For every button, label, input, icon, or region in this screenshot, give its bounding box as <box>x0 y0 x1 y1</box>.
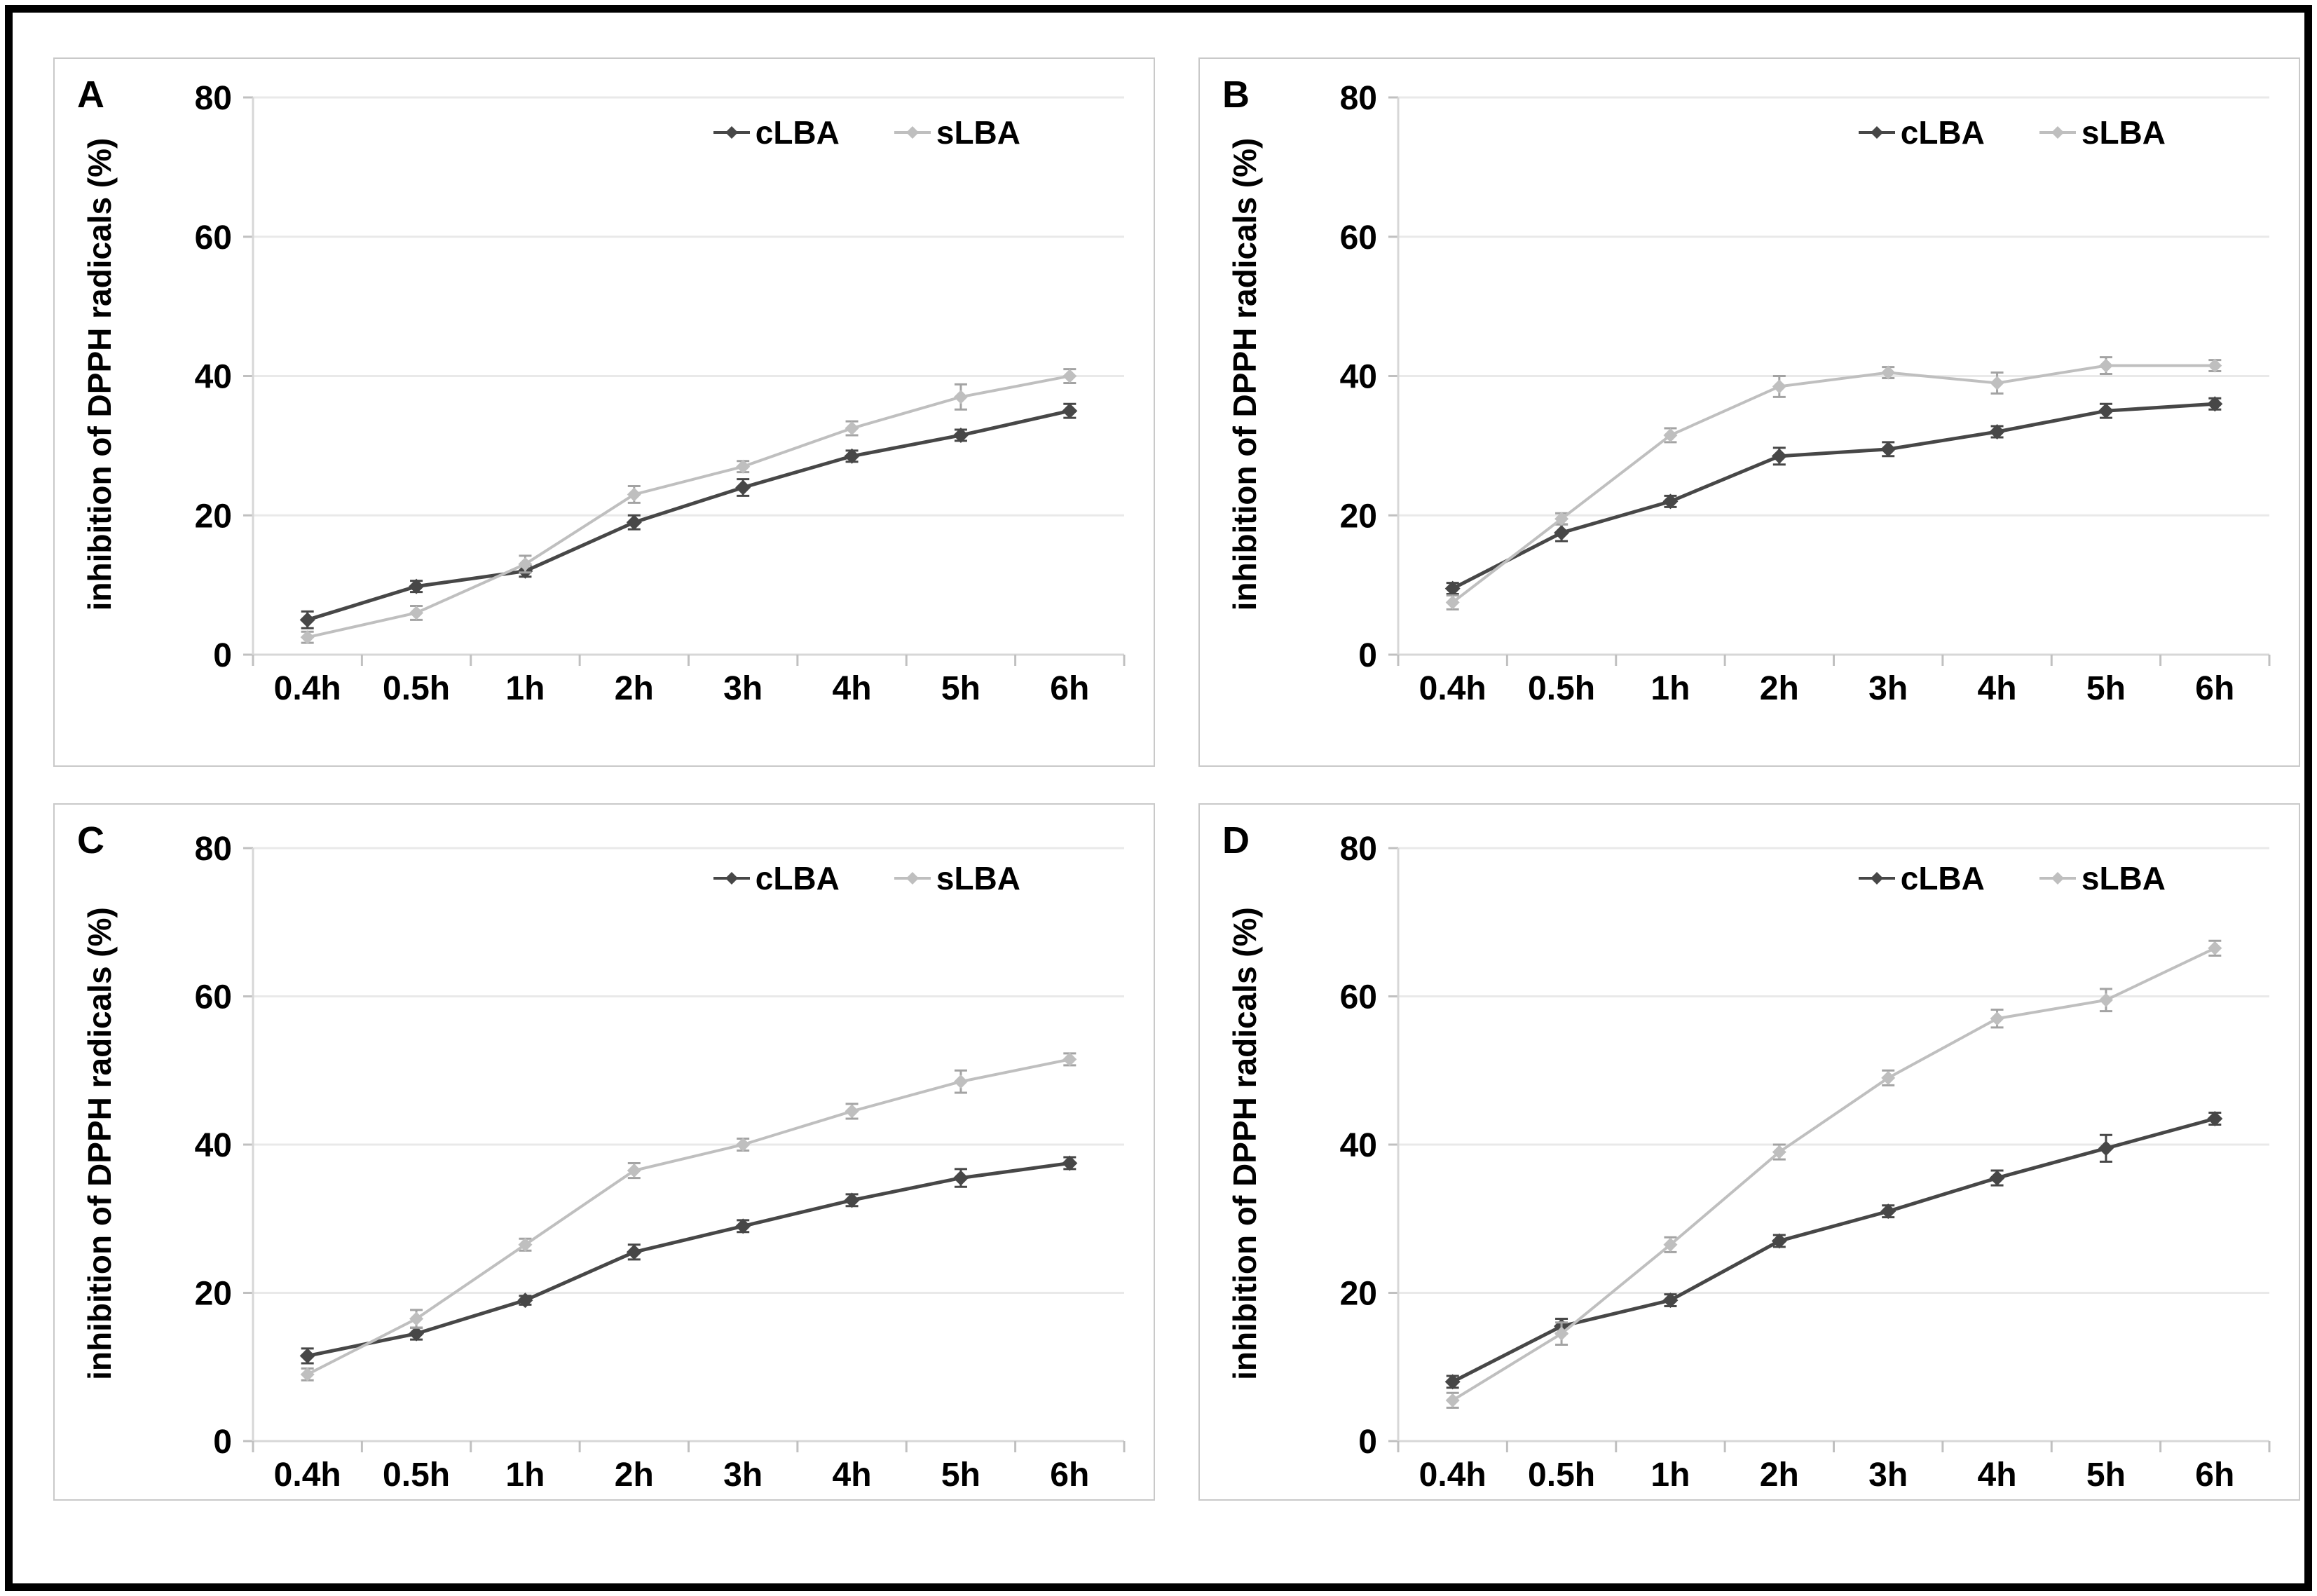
plot-area: 0 20 40 60 80 0.4h 0.5h 1h 2h 3h 4h 5h 6h <box>195 831 1126 1494</box>
panel-label-b: B <box>1222 74 1250 116</box>
svg-text:1h: 1h <box>505 1457 545 1494</box>
svg-text:40: 40 <box>1340 1127 1377 1164</box>
svg-text:0: 0 <box>1358 637 1377 674</box>
plot-area: 0 20 40 60 80 0.4h 0.5h 1h 2h 3h 4h 5h 6h <box>195 80 1126 707</box>
panel-label-d: D <box>1222 819 1250 861</box>
svg-text:0: 0 <box>213 637 232 674</box>
svg-text:5h: 5h <box>941 1457 980 1494</box>
legend: cLBA sLBA <box>1857 114 2166 151</box>
svg-text:60: 60 <box>195 979 232 1016</box>
legend-item-slba: sLBA <box>2038 859 2166 897</box>
panel-c: C inhibition of DPPH radicals (%) cLBA s… <box>53 803 1155 1501</box>
plot-area: 0 20 40 60 80 0.4h 0.5h 1h 2h 3h 4h 5h 6h <box>1340 831 2271 1494</box>
svg-text:0.5h: 0.5h <box>383 670 450 707</box>
slba-marker-icon <box>894 126 931 139</box>
svg-text:40: 40 <box>1340 359 1377 396</box>
svg-text:80: 80 <box>195 80 232 117</box>
slba-marker-icon <box>894 872 931 885</box>
svg-text:2h: 2h <box>615 670 654 707</box>
svg-text:6h: 6h <box>2195 670 2234 707</box>
svg-text:0.5h: 0.5h <box>1528 670 1595 707</box>
svg-text:1h: 1h <box>505 670 545 707</box>
panel-b: B inhibition of DPPH radicals (%) cLBA s… <box>1198 57 2300 767</box>
svg-text:20: 20 <box>195 1276 232 1313</box>
legend-item-clba: cLBA <box>1857 859 1985 897</box>
svg-text:3h: 3h <box>723 1457 763 1494</box>
panel-a: A inhibition of DPPH radicals (%) cLBA s… <box>53 57 1155 767</box>
svg-text:6h: 6h <box>1050 670 1089 707</box>
svg-text:80: 80 <box>195 831 232 868</box>
panel-label-c: C <box>77 819 104 861</box>
svg-text:60: 60 <box>1340 219 1377 257</box>
clba-marker-icon <box>1858 126 1895 139</box>
svg-text:3h: 3h <box>723 670 763 707</box>
svg-text:2h: 2h <box>615 1457 654 1494</box>
svg-text:4h: 4h <box>1978 670 2017 707</box>
svg-text:0.4h: 0.4h <box>274 670 341 707</box>
svg-text:0.5h: 0.5h <box>383 1457 450 1494</box>
legend-label: cLBA <box>1900 114 1985 151</box>
svg-text:80: 80 <box>1340 80 1377 117</box>
figure-border: A inhibition of DPPH radicals (%) cLBA s… <box>5 5 2312 1591</box>
svg-text:2h: 2h <box>1760 670 1799 707</box>
legend-item-slba: sLBA <box>893 859 1020 897</box>
svg-text:5h: 5h <box>2086 670 2126 707</box>
svg-text:60: 60 <box>195 219 232 257</box>
legend: cLBA sLBA <box>712 114 1020 151</box>
legend-label: sLBA <box>2081 114 2166 151</box>
svg-text:0.5h: 0.5h <box>1528 1457 1595 1494</box>
clba-marker-icon <box>713 126 750 139</box>
svg-text:20: 20 <box>195 498 232 535</box>
legend: cLBA sLBA <box>712 859 1020 897</box>
legend-label: cLBA <box>755 860 840 896</box>
svg-text:0: 0 <box>213 1424 232 1461</box>
svg-text:60: 60 <box>1340 979 1377 1016</box>
legend-item-slba: sLBA <box>893 114 1020 151</box>
plot-area: 0 20 40 60 80 0.4h 0.5h 1h 2h 3h 4h 5h 6h <box>1340 80 2271 707</box>
svg-text:3h: 3h <box>1868 670 1908 707</box>
svg-text:40: 40 <box>195 359 232 396</box>
panel-grid: A inhibition of DPPH radicals (%) cLBA s… <box>13 13 2304 1501</box>
legend-item-clba: cLBA <box>712 859 840 897</box>
svg-text:20: 20 <box>1340 1276 1377 1313</box>
svg-text:4h: 4h <box>833 1457 872 1494</box>
svg-text:5h: 5h <box>941 670 980 707</box>
clba-marker-icon <box>713 872 750 885</box>
svg-text:0.4h: 0.4h <box>274 1457 341 1494</box>
svg-text:0.4h: 0.4h <box>1419 670 1486 707</box>
legend-label: cLBA <box>755 114 840 151</box>
svg-text:0: 0 <box>1358 1424 1377 1461</box>
svg-text:2h: 2h <box>1760 1457 1799 1494</box>
svg-text:6h: 6h <box>1050 1457 1089 1494</box>
panel-label-a: A <box>77 74 104 116</box>
slba-marker-icon <box>2039 872 2076 885</box>
svg-text:1h: 1h <box>1650 1457 1690 1494</box>
clba-marker-icon <box>1858 872 1895 885</box>
svg-text:20: 20 <box>1340 498 1377 535</box>
legend-label: sLBA <box>936 114 1020 151</box>
svg-text:80: 80 <box>1340 831 1377 868</box>
legend-label: cLBA <box>1900 860 1985 896</box>
slba-marker-icon <box>2039 126 2076 139</box>
legend: cLBA sLBA <box>1857 859 2166 897</box>
svg-text:4h: 4h <box>833 670 872 707</box>
legend-label: sLBA <box>2081 860 2166 896</box>
svg-text:0.4h: 0.4h <box>1419 1457 1486 1494</box>
svg-text:1h: 1h <box>1650 670 1690 707</box>
legend-item-clba: cLBA <box>712 114 840 151</box>
svg-text:4h: 4h <box>1978 1457 2017 1494</box>
svg-text:6h: 6h <box>2195 1457 2234 1494</box>
legend-label: sLBA <box>936 860 1020 896</box>
panel-d: D inhibition of DPPH radicals (%) cLBA s… <box>1198 803 2300 1501</box>
svg-text:3h: 3h <box>1868 1457 1908 1494</box>
legend-item-clba: cLBA <box>1857 114 1985 151</box>
legend-item-slba: sLBA <box>2038 114 2166 151</box>
svg-text:40: 40 <box>195 1127 232 1164</box>
svg-text:5h: 5h <box>2086 1457 2126 1494</box>
